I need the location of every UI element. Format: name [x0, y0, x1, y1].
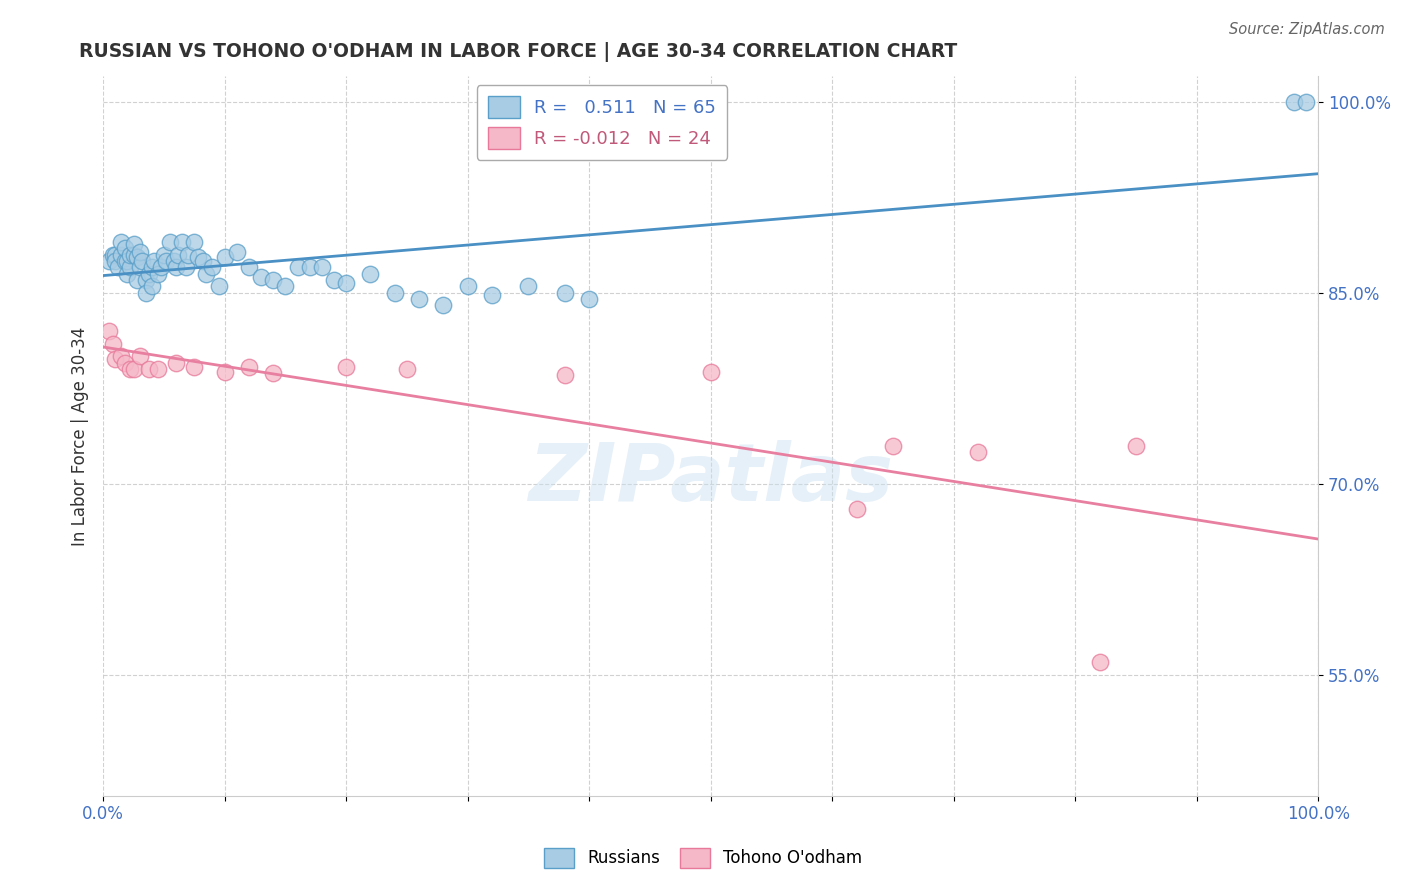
Point: [408, 292, 430, 306]
Point: [128, 260, 150, 275]
Point: [183, 235, 205, 249]
Point: [135, 273, 157, 287]
Point: [238, 359, 260, 374]
Point: [172, 235, 194, 249]
Legend: R =   0.511   N = 65, R = -0.012   N = 24: R = 0.511 N = 65, R = -0.012 N = 24: [477, 86, 727, 160]
Point: [104, 351, 127, 366]
Point: [101, 336, 124, 351]
Point: [101, 247, 124, 261]
Point: [262, 366, 284, 380]
Point: [1125, 438, 1147, 452]
Point: [114, 356, 136, 370]
Point: [98, 324, 121, 338]
Point: [187, 250, 209, 264]
Point: [191, 253, 214, 268]
Point: [335, 276, 357, 290]
Point: [174, 260, 197, 275]
Point: [165, 356, 187, 370]
Point: [118, 247, 141, 261]
Point: [117, 253, 139, 268]
Point: [117, 267, 139, 281]
Point: [114, 241, 136, 255]
Point: [207, 279, 229, 293]
Point: [110, 235, 132, 249]
Point: [238, 260, 260, 275]
Point: [335, 359, 357, 374]
Point: [122, 247, 145, 261]
Point: [128, 244, 150, 259]
Point: [146, 267, 169, 281]
Point: [143, 253, 166, 268]
Point: [146, 362, 169, 376]
Point: [554, 285, 576, 300]
Point: [262, 273, 284, 287]
Point: [214, 250, 236, 264]
Point: [127, 273, 149, 287]
Text: RUSSIAN VS TOHONO O'ODHAM IN LABOR FORCE | AGE 30-34 CORRELATION CHART: RUSSIAN VS TOHONO O'ODHAM IN LABOR FORCE…: [79, 42, 957, 62]
Point: [162, 253, 184, 268]
Point: [110, 350, 132, 364]
Point: [131, 253, 153, 268]
Point: [122, 362, 145, 376]
Point: [153, 247, 176, 261]
Point: [457, 279, 479, 293]
Point: [195, 267, 218, 281]
Point: [384, 285, 406, 300]
Point: [177, 247, 200, 261]
Point: [141, 279, 163, 293]
Point: [135, 285, 157, 300]
Point: [118, 362, 141, 376]
Point: [359, 267, 381, 281]
Point: [250, 270, 273, 285]
Point: [845, 502, 868, 516]
Point: [118, 260, 141, 275]
Y-axis label: In Labor Force | Age 30-34: In Labor Force | Age 30-34: [72, 326, 89, 546]
Text: Source: ZipAtlas.com: Source: ZipAtlas.com: [1229, 22, 1385, 37]
Point: [1295, 95, 1317, 109]
Point: [150, 260, 173, 275]
Point: [432, 298, 454, 312]
Point: [274, 279, 297, 293]
Point: [395, 362, 418, 376]
Point: [104, 253, 127, 268]
Point: [122, 237, 145, 252]
Point: [159, 235, 181, 249]
Point: [554, 368, 576, 383]
Point: [110, 247, 132, 261]
Text: ZIPatlas: ZIPatlas: [529, 440, 893, 518]
Point: [311, 260, 333, 275]
Point: [138, 362, 160, 376]
Point: [183, 359, 205, 374]
Point: [517, 279, 540, 293]
Point: [201, 260, 224, 275]
Point: [107, 260, 129, 275]
Point: [323, 273, 346, 287]
Point: [699, 365, 721, 379]
Point: [578, 292, 600, 306]
Point: [127, 250, 149, 264]
Point: [167, 247, 190, 261]
Point: [128, 350, 150, 364]
Point: [165, 260, 187, 275]
Point: [298, 260, 321, 275]
Point: [1088, 655, 1111, 669]
Point: [141, 260, 163, 275]
Point: [155, 253, 177, 268]
Point: [214, 365, 236, 379]
Point: [138, 267, 160, 281]
Point: [967, 445, 990, 459]
Point: [114, 253, 136, 268]
Point: [1282, 95, 1305, 109]
Point: [287, 260, 309, 275]
Point: [882, 438, 904, 452]
Point: [481, 288, 503, 302]
Point: [104, 247, 127, 261]
Legend: Russians, Tohono O'odham: Russians, Tohono O'odham: [537, 841, 869, 875]
Point: [225, 244, 247, 259]
Point: [98, 253, 121, 268]
